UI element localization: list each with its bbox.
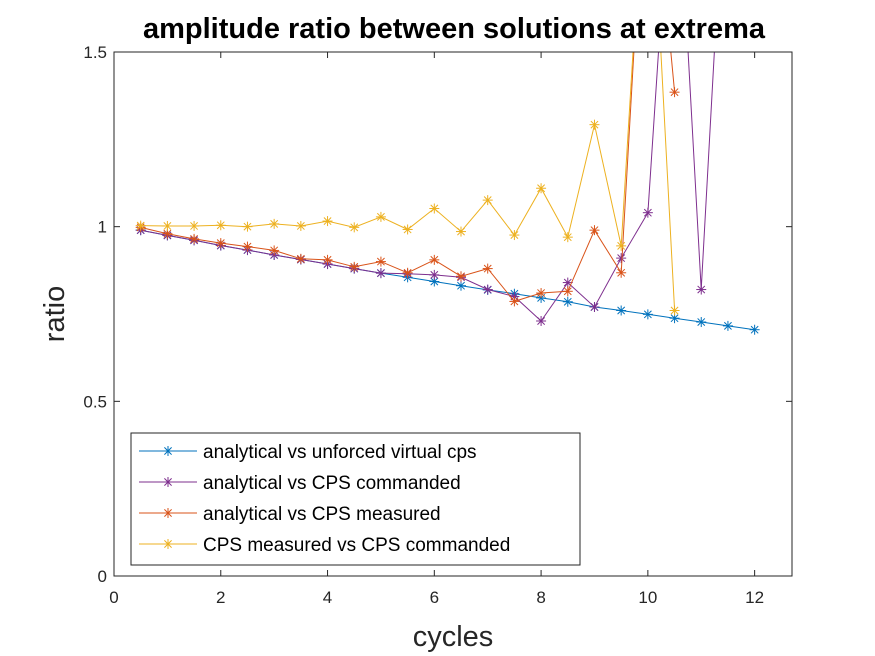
data-point [482, 284, 493, 295]
legend-label: CPS measured vs CPS commanded [203, 535, 510, 556]
legend-item: analytical vs CPS commanded [139, 473, 461, 494]
ticks-layer: 0 2 4 6 8 10 12 0 0.5 1 1.5 [83, 43, 792, 607]
x-axis-label: cycles [413, 621, 494, 653]
data-point [375, 256, 386, 267]
data-point [669, 305, 680, 316]
series-layer [135, 52, 760, 335]
x-tick-label: 8 [536, 588, 545, 607]
data-point [295, 253, 306, 264]
data-point [536, 288, 547, 299]
data-point [375, 211, 386, 222]
data-point [162, 220, 173, 231]
legend-item: CPS measured vs CPS commanded [139, 535, 510, 556]
legend-marker [163, 539, 173, 549]
data-point [562, 296, 573, 307]
y-tick-label: 0.5 [83, 392, 107, 411]
data-point [562, 286, 573, 297]
data-point [536, 183, 547, 194]
legend-marker [163, 446, 173, 456]
data-point [189, 233, 200, 244]
legend-item: analytical vs unforced virtual cps [139, 442, 477, 463]
data-point [749, 324, 760, 335]
data-point [269, 245, 280, 256]
data-point [616, 240, 627, 251]
data-point [589, 119, 600, 130]
data-point [215, 220, 226, 231]
data-point [456, 271, 467, 282]
data-point [722, 320, 733, 331]
data-point [429, 254, 440, 265]
chart-title: amplitude ratio between solutions at ext… [143, 13, 766, 45]
data-point [322, 216, 333, 227]
legend-label: analytical vs unforced virtual cps [203, 442, 477, 463]
legend-label: analytical vs CPS commanded [203, 473, 461, 494]
data-point [616, 267, 627, 278]
y-axis-label: ratio [39, 286, 71, 342]
series-4 [135, 52, 680, 316]
data-point [242, 221, 253, 232]
legend-marker [163, 508, 173, 518]
data-point [189, 220, 200, 231]
x-tick-label: 2 [216, 588, 225, 607]
data-point [696, 317, 707, 328]
data-point [482, 195, 493, 206]
y-tick-label: 1 [98, 218, 107, 237]
x-tick-label: 10 [638, 588, 657, 607]
data-point [696, 284, 707, 295]
y-tick-label: 1.5 [83, 43, 107, 62]
data-point [616, 305, 627, 316]
data-point [642, 207, 653, 218]
data-point [295, 220, 306, 231]
data-point [429, 203, 440, 214]
y-tick-label: 0 [98, 567, 107, 586]
data-point [589, 225, 600, 236]
data-point [642, 309, 653, 320]
series-3 [135, 52, 680, 307]
x-tick-label: 0 [109, 588, 118, 607]
x-tick-label: 12 [745, 588, 764, 607]
data-point [322, 254, 333, 265]
data-point [669, 313, 680, 324]
data-point [669, 87, 680, 98]
data-point [509, 296, 520, 307]
data-point [402, 224, 413, 235]
legend-item: analytical vs CPS measured [139, 504, 441, 525]
data-point [349, 261, 360, 272]
data-point [135, 220, 146, 231]
x-tick-label: 4 [323, 588, 332, 607]
data-point [242, 241, 253, 252]
legend-box [130, 432, 581, 566]
data-point [269, 218, 280, 229]
data-point [215, 238, 226, 249]
data-point [562, 232, 573, 243]
x-tick-label: 6 [430, 588, 439, 607]
data-point [456, 226, 467, 237]
data-point [482, 263, 493, 274]
legend: analytical vs unforced virtual cps analyt… [130, 432, 581, 566]
data-point [616, 253, 627, 264]
data-point [509, 230, 520, 241]
data-point [536, 315, 547, 326]
data-point [349, 222, 360, 233]
plot-frame [113, 51, 793, 577]
data-point [429, 269, 440, 280]
data-point [589, 302, 600, 313]
data-point [402, 267, 413, 278]
legend-marker [163, 477, 173, 487]
legend-label: analytical vs CPS measured [203, 504, 441, 525]
data-point [456, 280, 467, 291]
data-point [375, 268, 386, 279]
